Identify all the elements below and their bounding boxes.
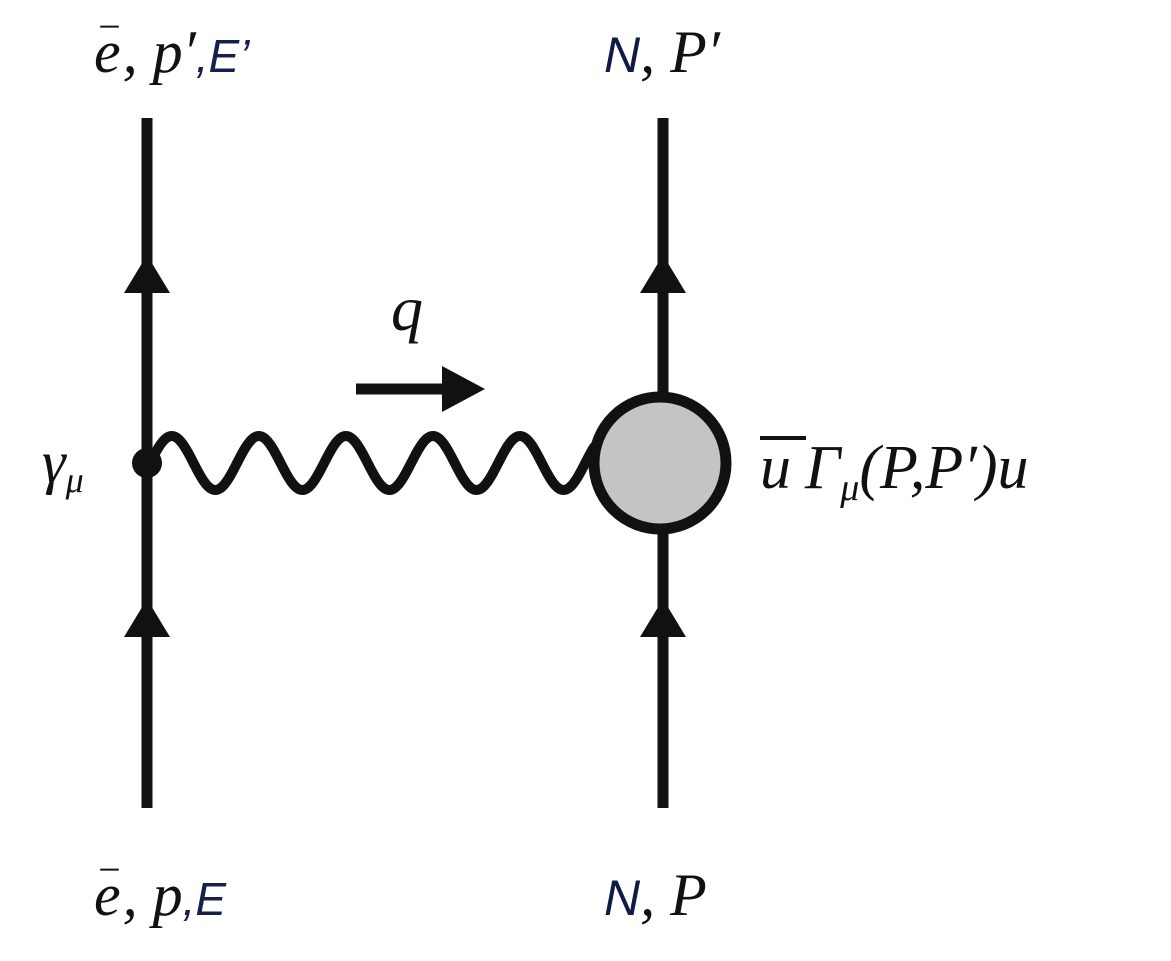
vertex-function-index: μ: [839, 467, 859, 509]
photon-propagator: [145, 430, 599, 496]
momentum-arrow-head: [442, 366, 485, 412]
label-nucleon-out: N, P′: [604, 19, 721, 85]
label-electron-out: e−, p′,E’: [94, 4, 250, 85]
label-separator: ,: [640, 862, 670, 928]
momentum-symbol: P′: [669, 19, 721, 85]
particle-symbol: N: [604, 870, 641, 926]
momentum-symbol: p: [149, 862, 183, 928]
energy-symbol: E’: [209, 30, 251, 82]
nucleon-upper-arrow: [640, 255, 686, 293]
vertex-function-symbol: Γ: [804, 434, 843, 502]
label-nucleon-current: u Γμ(P,P′)u: [760, 434, 1028, 509]
nucleon-lower-arrow: [640, 599, 686, 637]
energy-symbol: E: [195, 873, 227, 925]
particle-symbol: e: [94, 19, 121, 85]
particle-symbol: N: [604, 27, 641, 83]
label-photon-momentum: q: [391, 273, 423, 344]
label-vertex: γμ: [42, 429, 84, 500]
vertex-dot: [132, 448, 162, 478]
ubar-symbol: u: [760, 434, 791, 502]
label-separator: ,: [640, 19, 670, 85]
energy-separator: ,: [196, 30, 209, 82]
form-factor-blob: [588, 391, 732, 535]
charge-superscript: −: [96, 4, 123, 49]
electron-upper-arrow: [124, 255, 170, 293]
vertex-gamma: γ: [42, 429, 67, 495]
energy-separator: ,: [183, 873, 196, 925]
vertex-index: μ: [65, 460, 84, 500]
label-separator: ,: [123, 862, 153, 928]
label-nucleon-in: N, P: [604, 862, 707, 928]
particle-symbol: e: [94, 862, 121, 928]
label-electron-in: e−, p,E: [94, 847, 227, 928]
u-symbol: u: [997, 434, 1028, 502]
electron-lower-arrow: [124, 599, 170, 637]
label-separator: ,: [123, 19, 153, 85]
vertex-function-arguments: (P,P′): [859, 434, 997, 502]
momentum-symbol: P: [669, 862, 707, 928]
charge-superscript: −: [96, 847, 123, 892]
momentum-symbol: p′: [149, 19, 197, 85]
